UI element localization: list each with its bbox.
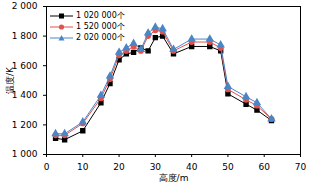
svg-text:20: 20: [113, 162, 125, 172]
svg-text:高度/m: 高度/m: [159, 173, 189, 183]
svg-text:70: 70: [295, 162, 307, 172]
svg-text:1 200: 1 200: [12, 120, 38, 130]
svg-text:1 000: 1 000: [12, 149, 38, 159]
svg-text:10: 10: [77, 162, 89, 172]
svg-text:1 400: 1 400: [12, 90, 38, 100]
svg-text:30: 30: [150, 162, 162, 172]
svg-text:60: 60: [258, 162, 270, 172]
html-text:1 520 000个: 1 520 000个: [76, 22, 125, 31]
svg-text:温度/K: 温度/K: [5, 66, 15, 94]
svg-text:0: 0: [44, 162, 50, 172]
html-text:2 020 000个: 2 020 000个: [76, 33, 125, 42]
svg-text:1 600: 1 600: [12, 61, 38, 71]
svg-text:1 800: 1 800: [12, 31, 38, 41]
svg-text:40: 40: [186, 162, 198, 172]
html-text:1 020 000个: 1 020 000个: [76, 11, 125, 20]
svg-text:2 000: 2 000: [12, 1, 38, 11]
svg-text:50: 50: [222, 162, 234, 172]
